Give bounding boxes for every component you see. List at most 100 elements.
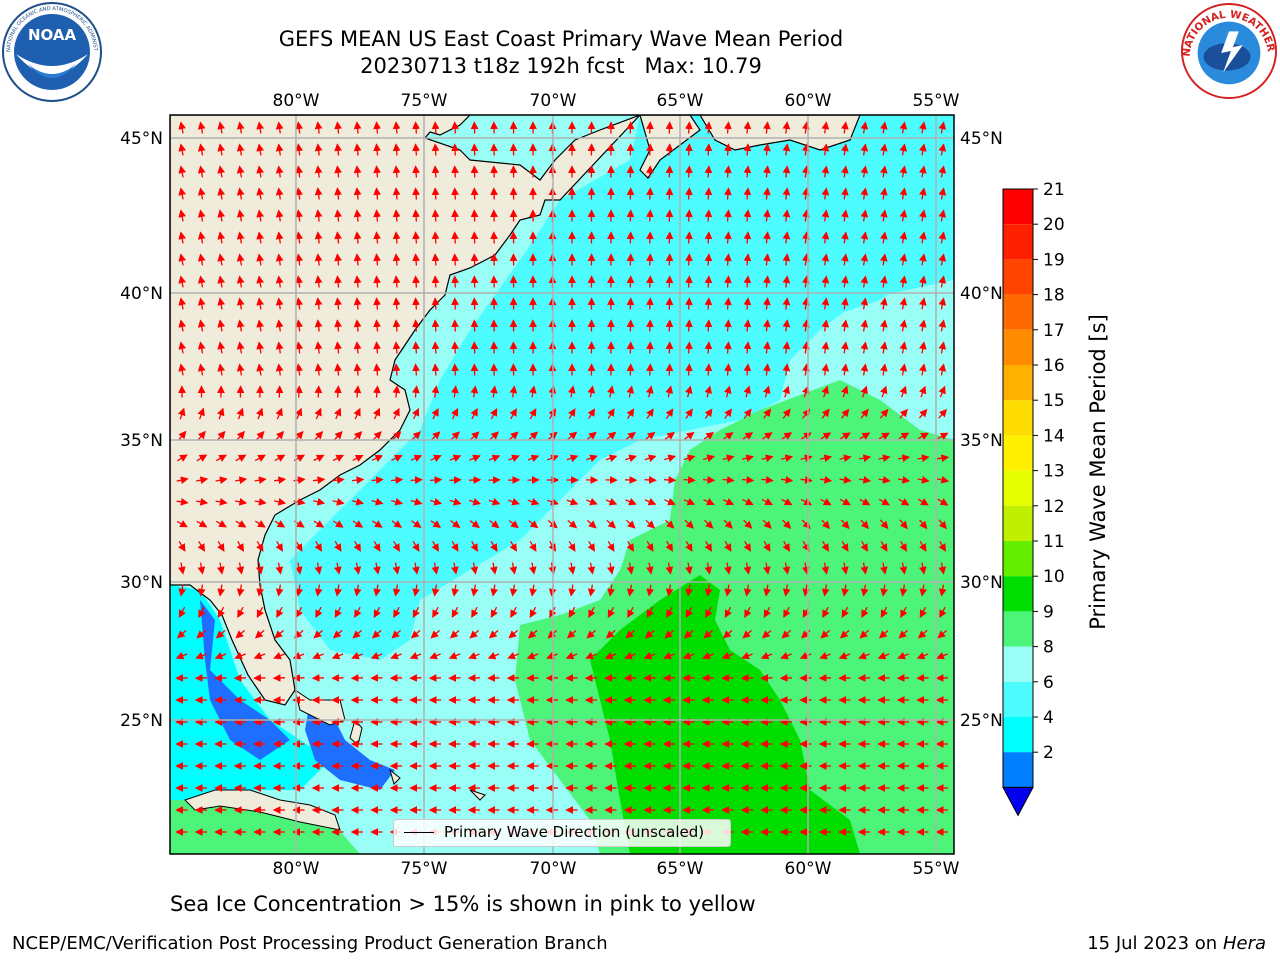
wave-arrow <box>840 209 849 222</box>
wave-arrow <box>528 562 537 575</box>
wave-arrow <box>371 476 384 484</box>
colorbar-tick-label: 10 <box>1043 567 1065 587</box>
wave-arrow <box>217 606 225 618</box>
wave-arrow <box>801 385 810 398</box>
wave-arrow <box>840 519 850 530</box>
wave-arrow <box>625 454 637 463</box>
wave-arrow <box>275 297 284 310</box>
wave-arrow <box>859 432 871 440</box>
wave-arrow <box>683 498 696 506</box>
wave-arrow <box>782 165 791 178</box>
wave-arrow <box>451 584 460 597</box>
lon-label: 65°W <box>657 859 704 879</box>
wave-arrow <box>295 341 304 354</box>
wave-arrow <box>451 253 459 266</box>
wave-arrow <box>821 143 830 156</box>
wave-arrow <box>858 651 870 660</box>
wave-arrow <box>703 454 716 463</box>
wave-arrow <box>352 629 363 639</box>
wave-arrow <box>352 520 364 528</box>
wave-arrow <box>782 385 790 398</box>
wave-arrow <box>607 540 615 552</box>
wave-arrow <box>295 209 304 222</box>
wave-arrow <box>801 562 810 575</box>
wave-arrow <box>722 498 735 506</box>
wave-arrow <box>606 562 615 575</box>
legend-line-swatch <box>404 832 434 833</box>
wave-arrow <box>879 341 888 354</box>
wave-arrow <box>565 651 578 660</box>
wave-arrow <box>353 209 362 222</box>
noaa-logo-text: NOAA <box>28 26 77 44</box>
wave-arrow <box>273 497 287 506</box>
wave-arrow <box>860 187 869 200</box>
wave-arrow <box>587 540 595 552</box>
wave-arrow <box>664 454 677 463</box>
wave-arrow <box>665 275 674 288</box>
wave-arrow <box>665 562 674 575</box>
wave-arrow <box>644 498 657 506</box>
wave-arrow <box>334 606 342 618</box>
wave-arrow <box>217 341 226 354</box>
wave-arrow <box>178 253 187 266</box>
wave-arrow <box>178 363 187 376</box>
colorbar-segment <box>1003 224 1033 260</box>
wave-arrow <box>312 476 326 484</box>
wave-arrow <box>334 540 342 552</box>
wave-arrow <box>879 519 889 530</box>
wave-arrow <box>606 519 617 529</box>
wave-arrow <box>841 606 849 618</box>
wave-arrow <box>704 275 713 288</box>
wave-arrow <box>899 253 908 266</box>
wave-arrow <box>235 629 246 639</box>
wave-arrow <box>274 476 287 485</box>
wave-arrow <box>373 363 381 376</box>
wave-arrow <box>839 629 850 639</box>
wave-arrow <box>488 497 501 506</box>
wave-arrow <box>782 584 791 597</box>
wave-arrow <box>392 584 401 597</box>
wave-arrow <box>704 231 713 244</box>
wave-arrow <box>899 121 908 134</box>
wave-arrow <box>275 143 284 156</box>
wave-arrow <box>704 297 713 310</box>
wave-arrow <box>762 519 772 529</box>
wave-arrow <box>918 165 927 178</box>
wave-arrow <box>449 454 462 462</box>
wave-arrow <box>393 606 401 618</box>
wave-arrow <box>372 562 381 575</box>
wave-arrow <box>373 253 381 266</box>
wave-arrow <box>254 629 265 639</box>
wave-arrow <box>490 408 498 420</box>
wave-arrow <box>860 584 869 597</box>
wave-arrow <box>646 408 654 419</box>
wave-arrow <box>587 408 596 420</box>
wave-arrow <box>782 297 791 310</box>
wave-arrow <box>860 209 869 222</box>
colorbar-tick-label: 19 <box>1043 250 1065 270</box>
wave-arrow <box>217 165 226 178</box>
wave-arrow <box>606 431 617 440</box>
wave-arrow <box>802 584 811 597</box>
wave-arrow <box>918 143 927 156</box>
lon-label: 75°W <box>401 859 448 879</box>
wave-arrow <box>763 143 771 156</box>
wave-arrow <box>450 562 459 575</box>
wave-arrow <box>607 408 615 420</box>
wave-arrow <box>431 209 440 222</box>
wave-arrow <box>918 231 927 244</box>
wave-arrow <box>860 363 869 376</box>
wave-arrow <box>782 408 791 419</box>
wave-arrow <box>236 231 245 244</box>
colorbar-segment <box>1003 365 1033 401</box>
wave-arrow <box>469 431 480 441</box>
wave-arrow <box>938 363 947 376</box>
wave-arrow <box>295 363 304 376</box>
wave-arrow <box>860 319 869 332</box>
wave-arrow <box>646 297 654 310</box>
wave-arrow <box>333 431 343 441</box>
period-zone-10-11s <box>590 575 860 854</box>
wave-arrow <box>469 497 482 506</box>
wave-arrow <box>334 319 342 332</box>
wave-arrow <box>761 476 774 484</box>
